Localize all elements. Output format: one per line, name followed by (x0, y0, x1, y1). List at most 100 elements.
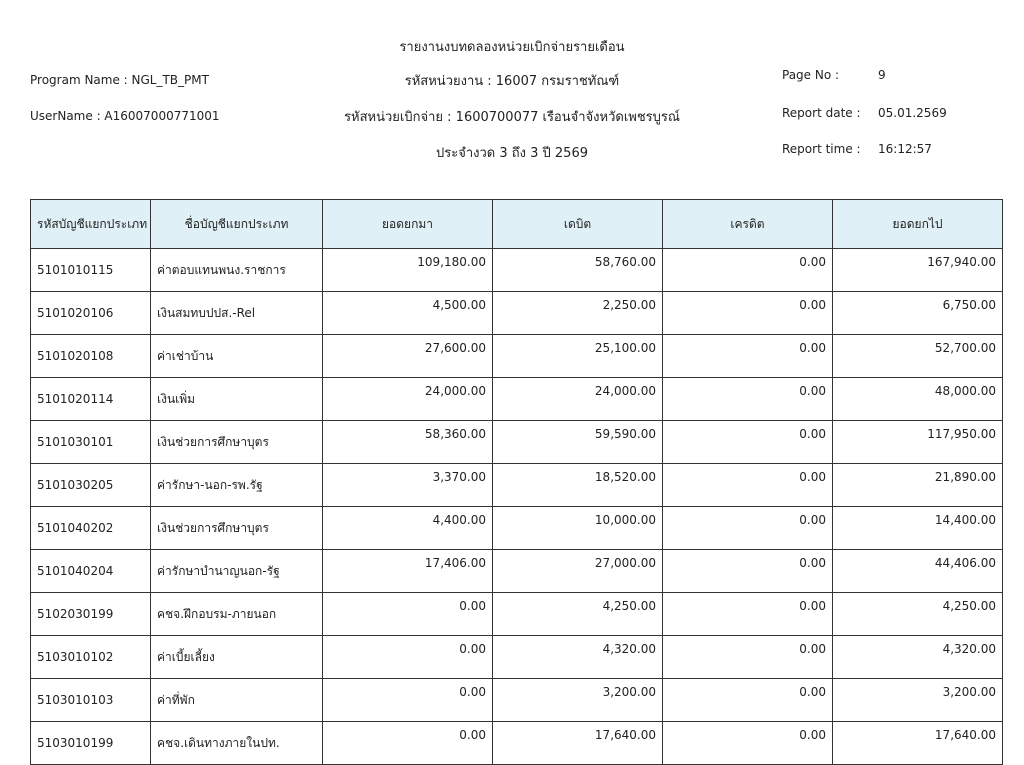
cell-account-code: 5101020114 (30, 377, 151, 421)
cell-debit: 18,520.00 (492, 463, 663, 507)
cell-account-name: ค่าตอบแทนพนง.ราชการ (150, 248, 323, 292)
username: UserName : A16007000771001 (30, 109, 220, 123)
cell-opening-balance: 27,600.00 (322, 334, 493, 378)
cell-closing-balance: 52,700.00 (832, 334, 1003, 378)
cell-debit: 4,320.00 (492, 635, 663, 679)
cell-closing-balance: 44,406.00 (832, 549, 1003, 593)
table-row: 5101020106 เงินสมทบปปส.-Rel 4,500.00 2,250.… (30, 291, 1003, 335)
cell-account-name: ค่าเบี้ยเลี้ยง (150, 635, 323, 679)
cell-account-name: ค่าที่พัก (150, 678, 323, 722)
cell-closing-balance: 167,940.00 (832, 248, 1003, 292)
page-no: 9 (878, 68, 886, 82)
table-row: 5102030199 คชจ.ฝึกอบรม-ภายนอก 0.00 4,250.00… (30, 592, 1003, 636)
cell-debit: 59,590.00 (492, 420, 663, 464)
cell-credit: 0.00 (662, 377, 833, 421)
cell-debit: 27,000.00 (492, 549, 663, 593)
table-row: 5103010199 คชจ.เดินทางภายในปท. 0.00 17,640.… (30, 721, 1003, 765)
page-no-label: Page No : (782, 68, 840, 82)
cell-closing-balance: 6,750.00 (832, 291, 1003, 335)
cell-debit: 17,640.00 (492, 721, 663, 765)
cell-debit: 58,760.00 (492, 248, 663, 292)
disbursing-unit: รหัสหน่วยเบิกจ่าย : 1600700077 เรือนจำจั… (344, 110, 680, 125)
column-header-debit: เดบิต (492, 199, 663, 249)
cell-credit: 0.00 (662, 334, 833, 378)
column-header-account-name: ชื่อบัญชีแยกประเภท (150, 199, 323, 249)
report-title: รายงานงบทดลองหน่วยเบิกจ่ายรายเดือน (399, 40, 625, 55)
cell-opening-balance: 0.00 (322, 592, 493, 636)
cell-opening-balance: 58,360.00 (322, 420, 493, 464)
cell-closing-balance: 4,320.00 (832, 635, 1003, 679)
report-date-label: Report date : (782, 106, 861, 120)
table-row: 5101010115 ค่าตอบแทนพนง.ราชการ 109,180.00 5… (30, 248, 1003, 292)
cell-closing-balance: 14,400.00 (832, 506, 1003, 550)
cell-account-code: 5103010103 (30, 678, 151, 722)
cell-closing-balance: 117,950.00 (832, 420, 1003, 464)
cell-closing-balance: 4,250.00 (832, 592, 1003, 636)
table-row: 5101020114 เงินเพิ่ม 24,000.00 24,000.00 0.0… (30, 377, 1003, 421)
cell-account-code: 5102030199 (30, 592, 151, 636)
cell-credit: 0.00 (662, 463, 833, 507)
cell-account-name: ค่ารักษาบำนาญนอก-รัฐ (150, 549, 323, 593)
trial-balance-table: รหัสบัญชีแยกประเภท ชื่อบัญชีแยกประเภท ยอดย… (30, 199, 1003, 765)
program-name: Program Name : NGL_TB_PMT (30, 73, 209, 87)
cell-account-name: เงินช่วยการศึกษาบุตร (150, 420, 323, 464)
cell-debit: 10,000.00 (492, 506, 663, 550)
cell-opening-balance: 3,370.00 (322, 463, 493, 507)
report-time-label: Report time : (782, 142, 861, 156)
table-row: 5103010103 ค่าที่พัก 0.00 3,200.00 0.00 3,200… (30, 678, 1003, 722)
cell-closing-balance: 3,200.00 (832, 678, 1003, 722)
report-time: 16:12:57 (878, 142, 932, 156)
cell-credit: 0.00 (662, 592, 833, 636)
cell-credit: 0.00 (662, 506, 833, 550)
table-row: 5103010102 ค่าเบี้ยเลี้ยง 0.00 4,320.00 0.00… (30, 635, 1003, 679)
cell-credit: 0.00 (662, 678, 833, 722)
cell-opening-balance: 0.00 (322, 678, 493, 722)
cell-debit: 25,100.00 (492, 334, 663, 378)
cell-opening-balance: 4,500.00 (322, 291, 493, 335)
cell-credit: 0.00 (662, 291, 833, 335)
column-header-opening-balance: ยอดยกมา (322, 199, 493, 249)
report-date: 05.01.2569 (878, 106, 947, 120)
table-row: 5101020108 ค่าเช่าบ้าน 27,600.00 25,100.00 0… (30, 334, 1003, 378)
cell-opening-balance: 24,000.00 (322, 377, 493, 421)
cell-credit: 0.00 (662, 420, 833, 464)
cell-debit: 2,250.00 (492, 291, 663, 335)
table-row: 5101040202 เงินช่วยการศึกษาบุตร 4,400.00 10… (30, 506, 1003, 550)
table-header-row: รหัสบัญชีแยกประเภท ชื่อบัญชีแยกประเภท ยอดย… (30, 199, 1003, 249)
cell-closing-balance: 48,000.00 (832, 377, 1003, 421)
table-row: 5101040204 ค่ารักษาบำนาญนอก-รัฐ 17,406.00 2… (30, 549, 1003, 593)
agency-code: รหัสหน่วยงาน : 16007 กรมราชทัณฑ์ (404, 74, 620, 89)
cell-account-name: คชจ.เดินทางภายในปท. (150, 721, 323, 765)
cell-credit: 0.00 (662, 721, 833, 765)
cell-opening-balance: 4,400.00 (322, 506, 493, 550)
cell-opening-balance: 0.00 (322, 635, 493, 679)
cell-debit: 3,200.00 (492, 678, 663, 722)
cell-account-name: ค่ารักษา-นอก-รพ.รัฐ (150, 463, 323, 507)
cell-debit: 4,250.00 (492, 592, 663, 636)
cell-account-code: 5103010199 (30, 721, 151, 765)
cell-account-code: 5101010115 (30, 248, 151, 292)
cell-credit: 0.00 (662, 635, 833, 679)
cell-opening-balance: 17,406.00 (322, 549, 493, 593)
cell-account-name: เงินสมทบปปส.-Rel (150, 291, 323, 335)
column-header-credit: เครดิต (662, 199, 833, 249)
cell-opening-balance: 109,180.00 (322, 248, 493, 292)
cell-account-name: ค่าเช่าบ้าน (150, 334, 323, 378)
cell-account-code: 5101040202 (30, 506, 151, 550)
cell-account-name: คชจ.ฝึกอบรม-ภายนอก (150, 592, 323, 636)
cell-account-code: 5101020106 (30, 291, 151, 335)
cell-debit: 24,000.00 (492, 377, 663, 421)
table-row: 5101030205 ค่ารักษา-นอก-รพ.รัฐ 3,370.00 18,… (30, 463, 1003, 507)
cell-closing-balance: 17,640.00 (832, 721, 1003, 765)
cell-credit: 0.00 (662, 549, 833, 593)
table-row: 5101030101 เงินช่วยการศึกษาบุตร 58,360.00 5… (30, 420, 1003, 464)
column-header-closing-balance: ยอดยกไป (832, 199, 1003, 249)
cell-account-code: 5101030205 (30, 463, 151, 507)
cell-account-code: 5103010102 (30, 635, 151, 679)
column-header-account-code: รหัสบัญชีแยกประเภท (30, 199, 151, 249)
report-period: ประจำงวด 3 ถึง 3 ปี 2569 (436, 146, 588, 161)
cell-account-name: เงินเพิ่ม (150, 377, 323, 421)
cell-account-code: 5101040204 (30, 549, 151, 593)
cell-closing-balance: 21,890.00 (832, 463, 1003, 507)
cell-credit: 0.00 (662, 248, 833, 292)
